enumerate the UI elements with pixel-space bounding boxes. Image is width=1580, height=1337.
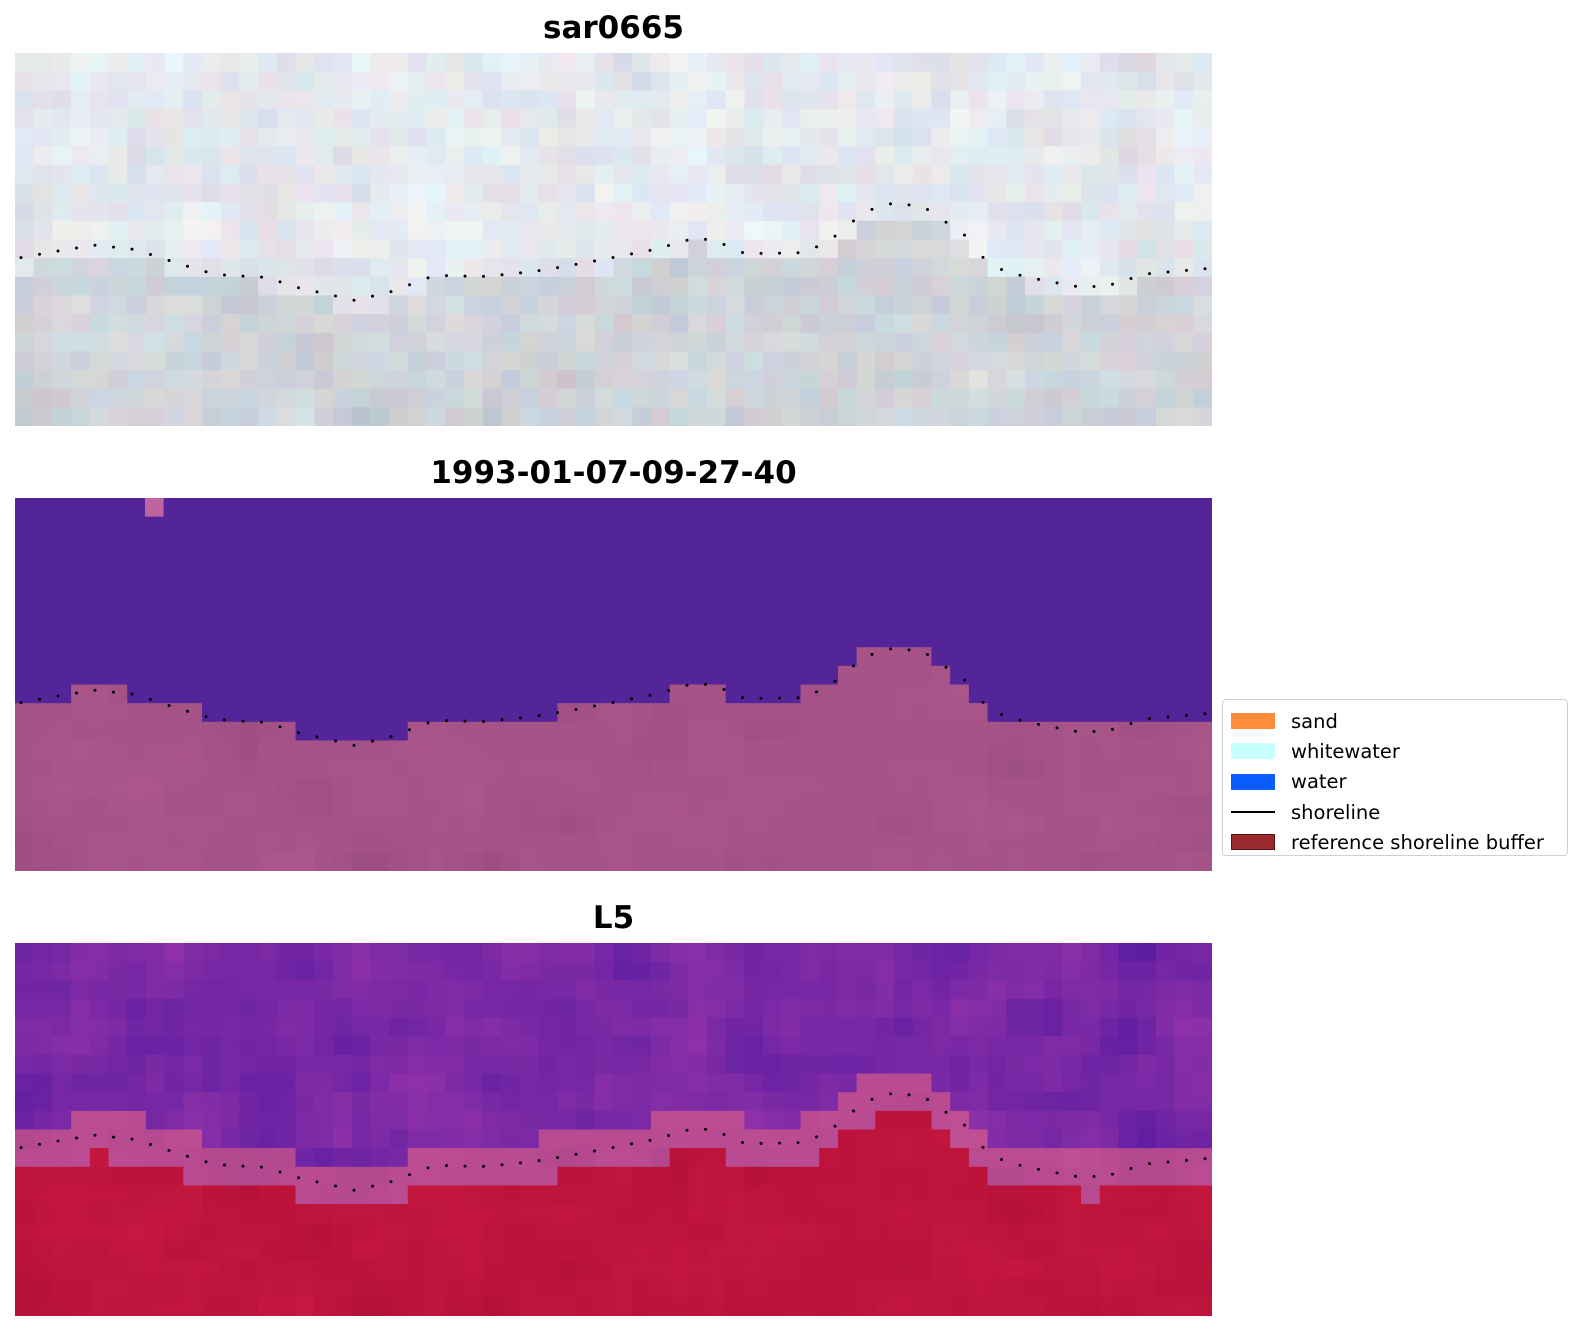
reference-buffer-swatch: [1231, 834, 1275, 851]
shoreline-dots: [19, 647, 1207, 747]
legend-label-reference-buffer: reference shoreline buffer: [1291, 830, 1544, 854]
legend-label-sand: sand: [1291, 709, 1338, 733]
legend-item-whitewater: whitewater: [1231, 736, 1567, 766]
index-image-panel: [15, 943, 1212, 1316]
water-swatch: [1231, 773, 1275, 790]
panel-title-sensor: L5: [592, 900, 635, 936]
classified-image: [15, 498, 1212, 871]
legend: sand whitewater water shoreline referenc…: [1222, 699, 1568, 856]
panel-title-date: 1993-01-07-09-27-40: [430, 455, 797, 491]
whitewater-swatch: [1231, 743, 1275, 760]
legend-label-shoreline: shoreline: [1291, 800, 1381, 824]
legend-item-sand: sand: [1231, 706, 1567, 736]
legend-label-water: water: [1291, 770, 1347, 794]
satellite-image-panel: [15, 53, 1212, 426]
classified-image-panel: [15, 498, 1212, 871]
legend-item-reference-buffer: reference shoreline buffer: [1231, 827, 1567, 857]
panel-title-sar: sar0665: [543, 10, 684, 46]
sand-swatch: [1231, 713, 1275, 730]
legend-item-water: water: [1231, 767, 1567, 797]
shoreline-dots: [19, 1092, 1207, 1192]
satellite-image: [15, 53, 1212, 426]
index-image: [15, 943, 1212, 1316]
legend-label-whitewater: whitewater: [1291, 739, 1400, 763]
shoreline-dots: [19, 202, 1207, 302]
legend-item-shoreline: shoreline: [1231, 797, 1567, 827]
shoreline-line-sample: [1231, 811, 1275, 814]
